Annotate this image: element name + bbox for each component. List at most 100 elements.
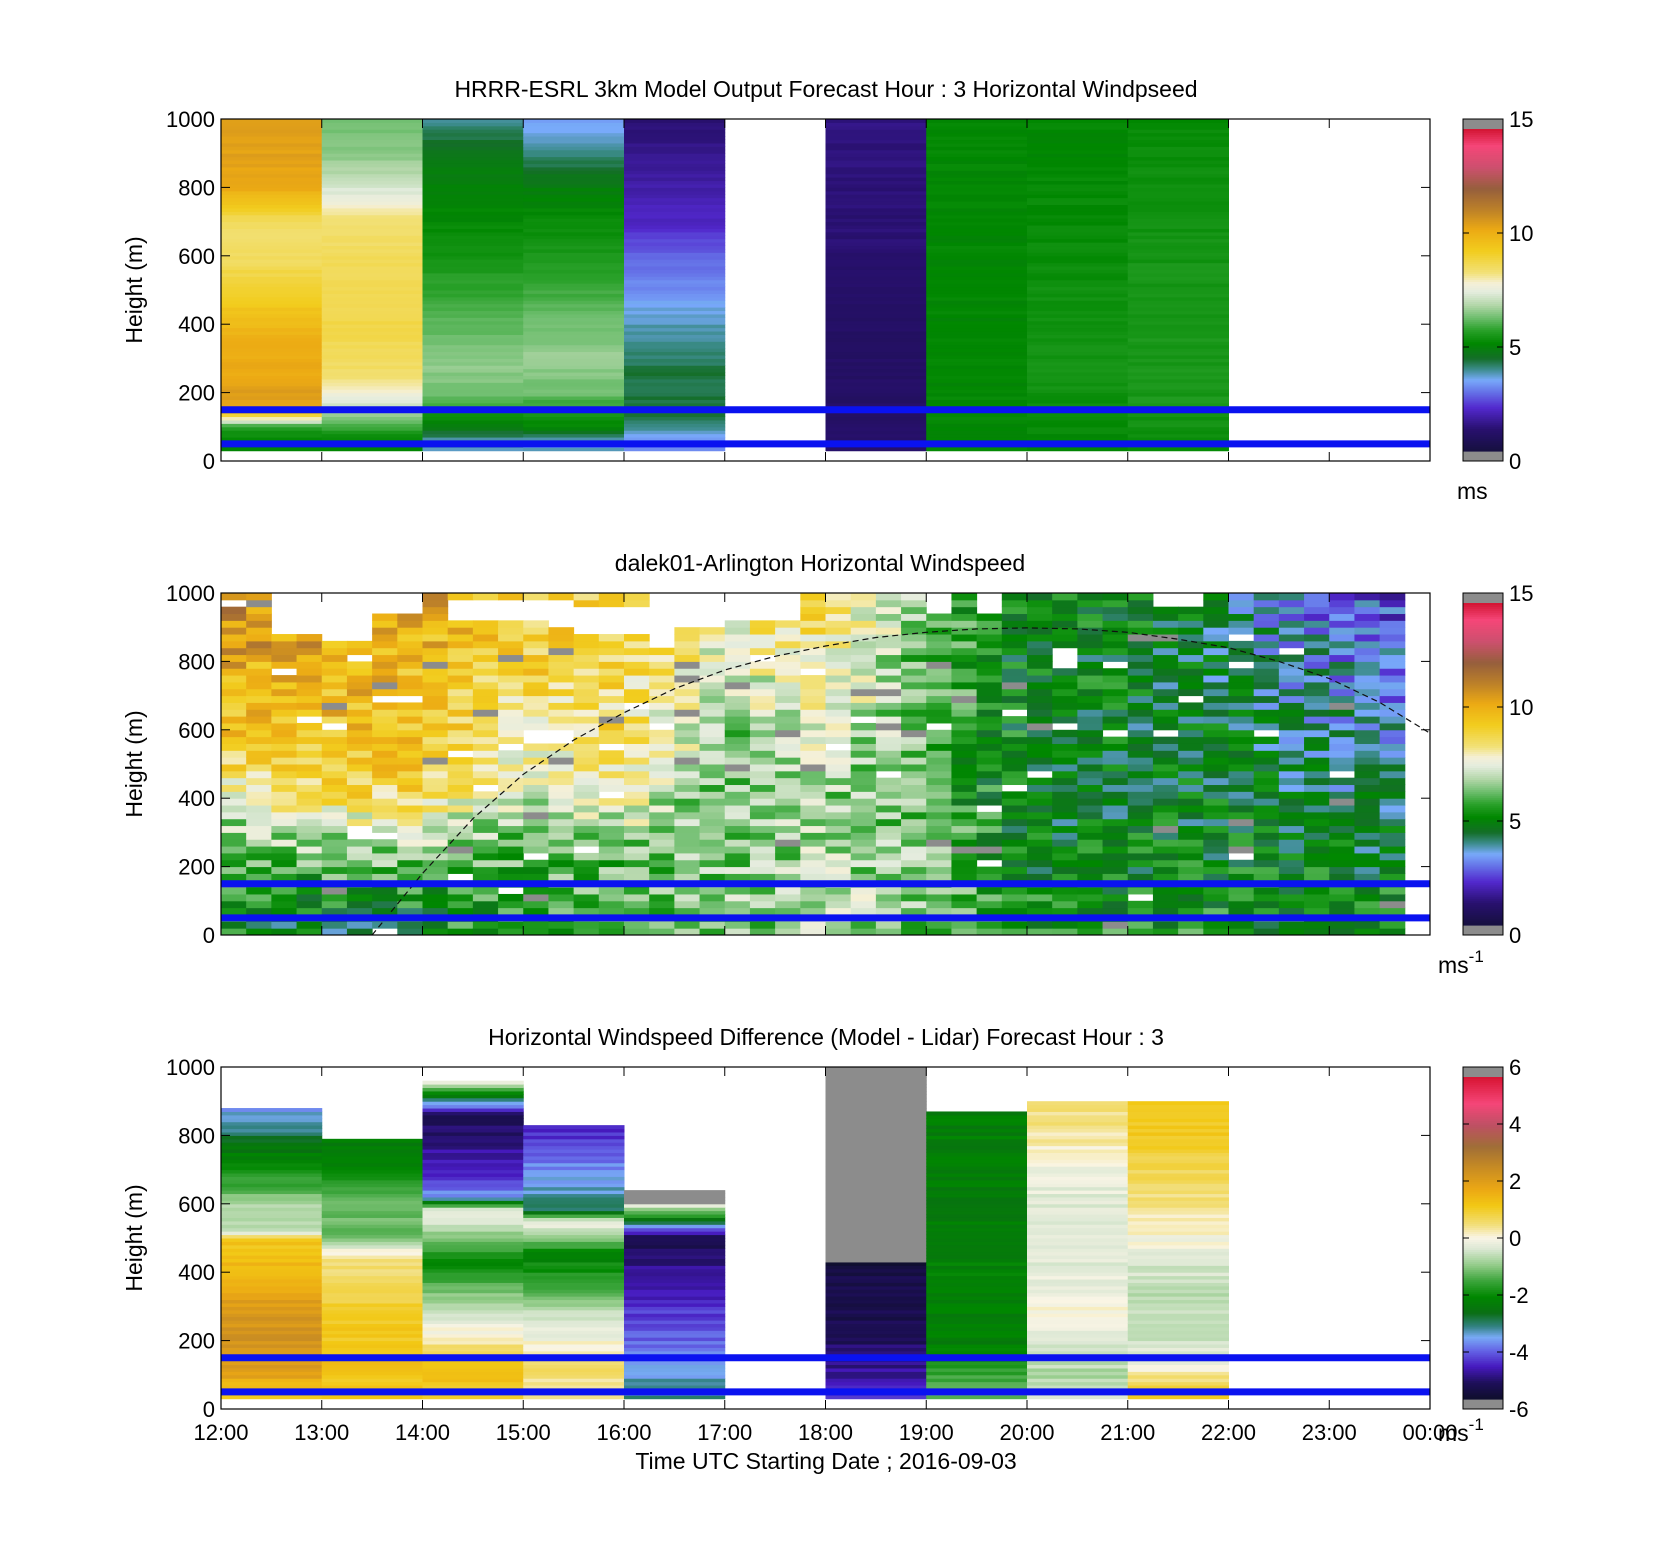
heatmap-cell	[1178, 928, 1204, 935]
heatmap-cell	[1253, 599, 1280, 608]
y-tick-label: 0	[203, 1397, 215, 1422]
heatmap-cell	[296, 709, 323, 717]
heatmap-cell	[649, 893, 675, 902]
heatmap-cell	[523, 1220, 625, 1225]
heatmap-cell	[624, 214, 726, 219]
colorbar-segment	[1463, 1374, 1503, 1378]
heatmap-cell	[221, 242, 323, 247]
heatmap-cell	[1127, 1135, 1229, 1140]
heatmap-cell	[825, 1320, 927, 1324]
heatmap-cell	[699, 709, 726, 717]
heatmap-cell	[397, 722, 423, 731]
heatmap-cell	[1027, 225, 1129, 229]
heatmap-cell	[624, 1244, 726, 1249]
heatmap-cell	[221, 1344, 323, 1348]
heatmap-cell	[1001, 839, 1028, 847]
heatmap-cell	[825, 320, 927, 325]
heatmap-cell	[321, 283, 423, 288]
heatmap-cell	[1001, 599, 1028, 608]
heatmap-cell	[321, 149, 423, 154]
heatmap-cell	[1077, 805, 1104, 813]
colorbar-segment	[1463, 219, 1503, 223]
heatmap-cell	[1152, 893, 1179, 902]
heatmap-cell	[221, 1282, 323, 1287]
heatmap-cell	[523, 702, 549, 710]
heatmap-cell	[221, 365, 323, 370]
heatmap-cell	[1127, 1220, 1229, 1225]
heatmap-cell	[1178, 668, 1204, 676]
heatmap-cell	[1001, 900, 1028, 909]
colorbar-segment	[1463, 328, 1503, 331]
heatmap-cell	[422, 606, 449, 615]
heatmap-cell	[1027, 447, 1129, 452]
heatmap-cell	[1052, 743, 1078, 751]
heatmap-cell	[926, 348, 1028, 353]
heatmap-cell	[825, 1104, 927, 1109]
heatmap-cell	[699, 627, 726, 635]
heatmap-cell	[221, 791, 247, 799]
heatmap-cell	[1203, 593, 1229, 601]
heatmap-cell	[825, 1306, 927, 1311]
heatmap-cell	[498, 818, 524, 827]
heatmap-cell	[674, 764, 701, 772]
heatmap-cell	[926, 156, 1028, 161]
heatmap-cell	[472, 928, 499, 935]
heatmap-cell	[624, 1323, 726, 1328]
heatmap-cell	[1228, 770, 1255, 779]
heatmap-cell	[1253, 770, 1280, 779]
heatmap-cell	[1027, 757, 1053, 765]
heatmap-cell	[221, 702, 247, 710]
heatmap-cell	[926, 283, 1028, 288]
heatmap-cell	[1228, 750, 1255, 758]
heatmap-cell	[422, 1084, 524, 1089]
heatmap-cell	[1027, 1268, 1129, 1273]
heatmap-cell	[523, 907, 549, 915]
heatmap-cell	[926, 344, 1028, 349]
heatmap-cell	[825, 419, 927, 424]
colorbar-segment	[1463, 1183, 1503, 1187]
heatmap-cell	[1178, 900, 1204, 909]
heatmap-cell	[1027, 1350, 1129, 1355]
heatmap-cell	[624, 722, 650, 731]
heatmap-cell	[472, 716, 499, 724]
heatmap-cell	[598, 675, 625, 683]
heatmap-cell	[422, 634, 449, 642]
heatmap-cell	[875, 640, 902, 649]
heatmap-cell	[926, 729, 952, 738]
colorbar-segment	[1463, 1151, 1503, 1155]
heatmap-cell	[221, 1118, 323, 1123]
heatmap-cell	[221, 303, 323, 308]
heatmap-cell	[976, 757, 1003, 765]
heatmap-cell	[1127, 1111, 1229, 1116]
heatmap-cell	[926, 1320, 1028, 1324]
heatmap-cell	[296, 811, 323, 820]
heatmap-cell	[1127, 1333, 1229, 1338]
heatmap-cell	[321, 119, 423, 123]
heatmap-cell	[624, 1255, 726, 1260]
colorbar-segment	[1463, 1258, 1503, 1261]
heatmap-cell	[901, 640, 927, 649]
heatmap-cell	[624, 337, 726, 342]
heatmap-cell	[1152, 640, 1179, 649]
heatmap-cell	[221, 1227, 323, 1232]
heatmap-cell	[850, 688, 877, 697]
heatmap-cell	[422, 173, 524, 178]
heatmap-cell	[1127, 1224, 1229, 1229]
heatmap-cell	[1102, 750, 1129, 758]
heatmap-cell	[624, 654, 650, 662]
heatmap-cell	[1228, 681, 1255, 690]
colorbar-segment	[1463, 1179, 1503, 1183]
heatmap-cell	[422, 423, 524, 428]
heatmap-cell	[1127, 777, 1154, 786]
heatmap-cell	[422, 1251, 524, 1256]
heatmap-cell	[372, 668, 398, 676]
heatmap-cell	[397, 811, 423, 820]
heatmap-cell	[321, 1309, 423, 1314]
heatmap-cell	[825, 183, 927, 188]
heatmap-cell	[422, 1114, 524, 1119]
heatmap-cell	[221, 1193, 323, 1198]
colorbar-segment	[1463, 420, 1503, 424]
heatmap-cell	[523, 119, 625, 123]
heatmap-cell	[624, 153, 726, 158]
heatmap-cell	[271, 709, 298, 717]
